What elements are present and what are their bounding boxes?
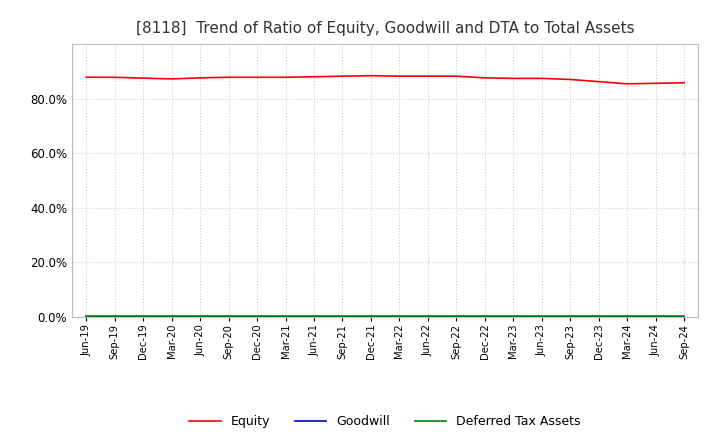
Deferred Tax Assets [652, 313, 660, 319]
Equity [423, 73, 432, 79]
Goodwill [652, 314, 660, 319]
Equity [282, 75, 290, 80]
Equity [652, 81, 660, 86]
Deferred Tax Assets [225, 313, 233, 319]
Deferred Tax Assets [82, 313, 91, 319]
Equity [139, 76, 148, 81]
Deferred Tax Assets [452, 313, 461, 319]
Equity [395, 73, 404, 79]
Goodwill [282, 314, 290, 319]
Deferred Tax Assets [623, 313, 631, 319]
Goodwill [537, 314, 546, 319]
Equity [623, 81, 631, 87]
Equity [480, 75, 489, 81]
Equity [595, 79, 603, 84]
Deferred Tax Assets [537, 313, 546, 319]
Goodwill [310, 314, 318, 319]
Deferred Tax Assets [680, 313, 688, 319]
Goodwill [196, 314, 204, 319]
Equity [537, 76, 546, 81]
Equity [452, 73, 461, 79]
Deferred Tax Assets [366, 313, 375, 319]
Deferred Tax Assets [509, 313, 518, 319]
Goodwill [423, 314, 432, 319]
Equity [253, 75, 261, 80]
Goodwill [509, 314, 518, 319]
Equity [167, 76, 176, 81]
Equity [310, 74, 318, 79]
Goodwill [167, 314, 176, 319]
Goodwill [680, 314, 688, 319]
Deferred Tax Assets [196, 313, 204, 319]
Goodwill [139, 314, 148, 319]
Goodwill [595, 314, 603, 319]
Deferred Tax Assets [480, 313, 489, 319]
Equity [509, 76, 518, 81]
Goodwill [480, 314, 489, 319]
Goodwill [623, 314, 631, 319]
Goodwill [566, 314, 575, 319]
Deferred Tax Assets [110, 313, 119, 319]
Deferred Tax Assets [566, 313, 575, 319]
Goodwill [110, 314, 119, 319]
Goodwill [82, 314, 91, 319]
Equity [225, 75, 233, 80]
Deferred Tax Assets [139, 313, 148, 319]
Equity [566, 77, 575, 82]
Equity [82, 75, 91, 80]
Deferred Tax Assets [167, 313, 176, 319]
Equity [110, 75, 119, 80]
Equity [680, 80, 688, 85]
Deferred Tax Assets [253, 313, 261, 319]
Equity [196, 75, 204, 81]
Goodwill [225, 314, 233, 319]
Equity [366, 73, 375, 78]
Deferred Tax Assets [395, 313, 404, 319]
Goodwill [395, 314, 404, 319]
Deferred Tax Assets [595, 313, 603, 319]
Legend: Equity, Goodwill, Deferred Tax Assets: Equity, Goodwill, Deferred Tax Assets [184, 411, 586, 433]
Deferred Tax Assets [310, 313, 318, 319]
Goodwill [338, 314, 347, 319]
Title: [8118]  Trend of Ratio of Equity, Goodwill and DTA to Total Assets: [8118] Trend of Ratio of Equity, Goodwil… [136, 21, 634, 36]
Deferred Tax Assets [282, 313, 290, 319]
Goodwill [366, 314, 375, 319]
Line: Equity: Equity [86, 76, 684, 84]
Goodwill [253, 314, 261, 319]
Deferred Tax Assets [338, 313, 347, 319]
Equity [338, 73, 347, 79]
Deferred Tax Assets [423, 313, 432, 319]
Goodwill [452, 314, 461, 319]
